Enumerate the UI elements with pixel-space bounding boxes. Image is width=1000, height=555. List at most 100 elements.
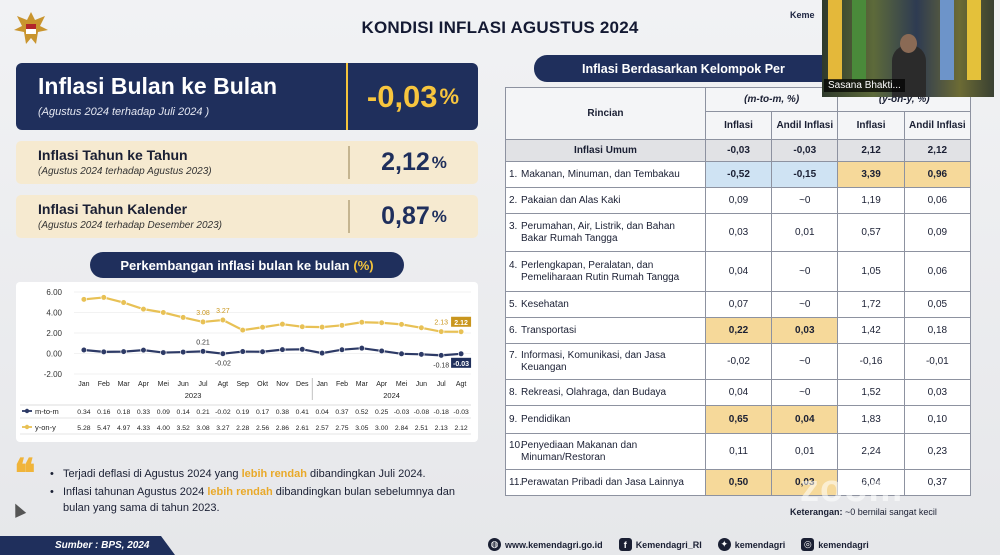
table-note: Keterangan: ~0 bernilai sangat kecil <box>790 507 937 517</box>
data-point <box>358 319 365 326</box>
row-text: Transportasi <box>521 324 577 336</box>
twitter-icon: ✦ <box>717 538 731 551</box>
data-point <box>259 348 266 355</box>
data-point <box>120 299 127 306</box>
table-row: 11.Perawatan Pribadi dan Jasa Lainnya 0,5… <box>505 469 972 496</box>
table-row: 9. Pendidikan 0,65 0,04 1,83 0,10 <box>505 405 972 434</box>
cell-value: ~0 <box>771 379 839 406</box>
row-label: 6. Transportasi <box>505 317 706 344</box>
flag-shape <box>828 0 842 80</box>
data-point <box>279 321 286 328</box>
data-point <box>199 318 207 326</box>
cell-value: ~0 <box>771 343 839 380</box>
table-value: 3.27 <box>216 425 229 432</box>
x-tick-label: Nov <box>276 381 289 388</box>
participant-name: Sasana Bhakti... <box>824 79 905 92</box>
garuda-emblem-icon <box>14 12 48 44</box>
participant-head <box>900 34 917 53</box>
footer-website[interactable]: ◍ www.kemendagri.go.id <box>488 538 603 551</box>
legend-swatch-dot <box>24 408 30 414</box>
table-value: 2.51 <box>415 425 428 432</box>
table-value: -0.02 <box>215 409 231 416</box>
year-label: 2024 <box>383 391 400 400</box>
yoy-label: Inflasi Tahun ke Tahun <box>38 147 188 163</box>
table-value: 3.08 <box>196 425 209 432</box>
y-tick-label: -2.00 <box>44 370 63 379</box>
cell-value: -0,01 <box>903 343 972 380</box>
data-point <box>457 328 465 335</box>
note-1: Terjadi deflasi di Agustus 2024 yang leb… <box>50 466 470 482</box>
row-number: 10. <box>509 439 523 451</box>
cell-value: ~0 <box>771 251 839 292</box>
table-value: -0.03 <box>394 409 410 416</box>
x-tick-label: Mar <box>356 381 369 388</box>
yoy-value: 2,12% <box>348 146 478 179</box>
footer-twitter[interactable]: ✦ kemendagri <box>717 538 785 551</box>
row-label: 10.Penyediaan Makanan dan Minuman/Restor… <box>505 433 706 470</box>
data-point <box>100 348 107 355</box>
video-participant-tile[interactable]: Sasana Bhakti... <box>822 0 994 97</box>
row-text: Perlengkapan, Peralatan, dan Pemeliharaa… <box>521 259 680 283</box>
annotation-box <box>451 316 472 327</box>
cell-value: -0,03 <box>704 139 773 162</box>
cell-value: 0,11 <box>704 433 773 470</box>
cell-value: 0,04 <box>704 251 773 292</box>
table-value: 2.61 <box>296 425 309 432</box>
y-tick-label: 2.00 <box>46 329 62 338</box>
series-line-y-on-y <box>83 296 462 333</box>
x-tick-label: Sep <box>236 381 249 388</box>
data-point <box>358 345 365 352</box>
row-text: Rekreasi, Olahraga, dan Budaya <box>521 386 667 398</box>
notes-list: Terjadi deflasi di Agustus 2024 yang leb… <box>50 466 470 518</box>
cell-value: 0,06 <box>903 187 972 214</box>
row-text: Informasi, Komunikasi, dan Jasa Keuangan <box>521 349 666 373</box>
table-row: 10.Penyediaan Makanan dan Minuman/Restor… <box>505 433 972 470</box>
footer-links: ◍ www.kemendagri.go.id f Kemendagri_RI ✦ ke… <box>488 538 869 551</box>
row-number: 9. <box>509 413 518 425</box>
table-value: 3.05 <box>355 425 368 432</box>
row-inflasi-umum: Inflasi Umum -0,03 -0,03 2,12 2,12 <box>505 139 972 162</box>
data-point <box>259 324 266 331</box>
cell-value: 0,05 <box>903 291 972 318</box>
table-title: Inflasi Berdasarkan Kelompok Per <box>534 55 822 82</box>
facebook-icon: f <box>618 538 632 551</box>
table-value: 2.28 <box>236 425 249 432</box>
footer-instagram[interactable]: ◎ kemendagri <box>801 538 869 551</box>
data-point <box>457 350 465 357</box>
table-value: 4.97 <box>117 425 130 432</box>
data-point <box>398 321 405 328</box>
cell-value: 1,83 <box>837 405 905 434</box>
cell-value: 0,37 <box>903 469 972 496</box>
cell-value: ~0 <box>771 187 839 214</box>
cell-value: 0,04 <box>704 379 773 406</box>
row-number: 1. <box>509 168 518 180</box>
page-title: KONDISI INFLASI AGUSTUS 2024 <box>361 18 639 37</box>
cell-value: -0,52 <box>704 161 773 188</box>
table-value: 2.84 <box>395 425 408 432</box>
series-line-m-to-m <box>83 347 462 357</box>
table-value: 2.13 <box>435 425 448 432</box>
x-tick-label: Jul <box>437 381 446 388</box>
cell-value: 0,96 <box>903 161 972 188</box>
cell-value: 1,72 <box>837 291 905 318</box>
data-point <box>299 346 306 353</box>
table-value: 0.09 <box>157 409 170 416</box>
x-tick-label: Jan <box>78 381 89 388</box>
row-text: Pakaian dan Alas Kaki <box>521 194 621 206</box>
data-point <box>80 346 88 354</box>
annotation-box <box>451 357 472 368</box>
x-tick-label: Des <box>296 381 309 388</box>
row-label: 7. Informasi, Komunikasi, dan Jasa Keuang… <box>505 343 706 380</box>
yoy-card: Inflasi Tahun ke Tahun (Agustus 2024 ter… <box>16 141 478 184</box>
x-tick-label: Apr <box>376 381 388 388</box>
cell-value: 1,42 <box>837 317 905 344</box>
flag-shape <box>940 0 954 80</box>
data-point <box>219 350 226 357</box>
note-2: Inflasi tahunan Agustus 2024 lebih renda… <box>50 484 470 516</box>
row-number: 6. <box>509 324 518 336</box>
col-andil-yoy: Andil Inflasi <box>903 111 972 140</box>
footer-facebook[interactable]: f Kemendagri_RI <box>618 538 702 551</box>
table-row: 8. Rekreasi, Olahraga, dan Budaya 0,04 ~0 1,… <box>505 379 972 406</box>
table-value: 0.25 <box>375 409 388 416</box>
x-tick-label: Jan <box>316 381 327 388</box>
